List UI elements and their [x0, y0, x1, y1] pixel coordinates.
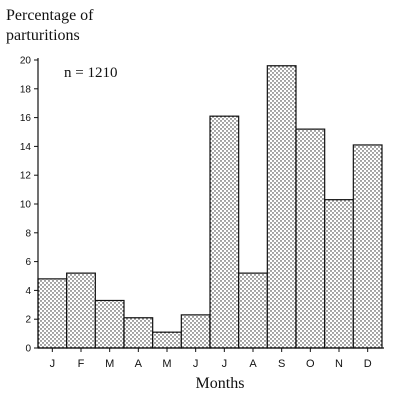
- bar-8: [238, 272, 268, 349]
- y-tick-label-4: 4: [25, 286, 31, 297]
- x-tick-label-4: A: [135, 358, 143, 370]
- x-tick-label-3: M: [105, 358, 114, 370]
- sample-size-annotation: n = 1210: [64, 65, 117, 81]
- bar-2: [66, 272, 96, 349]
- y-axis-label-line-1: Percentage of: [6, 7, 94, 24]
- x-tick-label-10: O: [306, 358, 315, 370]
- bars-group: [37, 65, 383, 349]
- x-tick-label-5: M: [162, 358, 171, 370]
- y-tick-label-18: 18: [20, 84, 32, 95]
- bar-3: [94, 299, 125, 349]
- x-tick-label-12: D: [364, 358, 372, 370]
- bar-11: [324, 199, 354, 349]
- y-axis-label-line-2: parturitions: [6, 27, 80, 44]
- bar-5: [152, 331, 182, 349]
- bar-9: [266, 65, 297, 349]
- y-tick-label-8: 8: [25, 228, 31, 239]
- bar-4: [123, 317, 154, 349]
- y-tick-label-12: 12: [20, 171, 32, 182]
- y-tick-label-2: 2: [25, 315, 31, 326]
- x-tick-label-2: F: [78, 358, 85, 370]
- x-tick-label-8: A: [249, 358, 257, 370]
- y-ticks-group: 0 2 4 6 8 10 12 14 16 18 20: [20, 56, 38, 355]
- y-tick-label-14: 14: [20, 142, 32, 153]
- x-tick-label-11: N: [335, 358, 343, 370]
- x-tick-label-1: J: [50, 358, 56, 370]
- bar-12: [352, 144, 383, 349]
- bar-7: [209, 115, 240, 349]
- y-tick-label-20: 20: [20, 56, 32, 67]
- bar-6: [180, 314, 211, 349]
- y-tick-label-16: 16: [20, 113, 32, 124]
- bar-10: [295, 128, 326, 349]
- y-tick-label-10: 10: [20, 200, 32, 211]
- bar-1: [37, 278, 68, 349]
- x-tick-label-6: J: [193, 358, 199, 370]
- y-tick-label-6: 6: [25, 257, 31, 268]
- x-tick-label-9: S: [278, 358, 285, 370]
- x-tick-label-7: J: [222, 358, 228, 370]
- y-tick-label-0: 0: [25, 344, 31, 355]
- x-axis-label: Months: [196, 375, 245, 392]
